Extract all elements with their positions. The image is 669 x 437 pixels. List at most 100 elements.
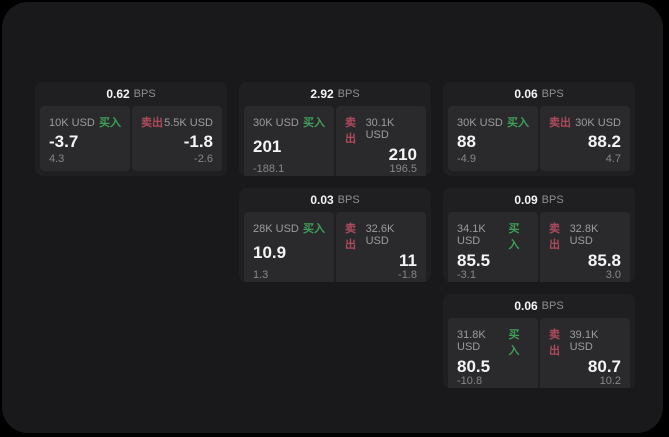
bps-header: 0.06 BPS bbox=[443, 294, 635, 318]
sell-amount: 32.8K USD bbox=[569, 223, 599, 247]
sell-price: 11 bbox=[399, 251, 417, 270]
bps-value: 0.62 bbox=[106, 87, 130, 101]
sell-label: 卖出 bbox=[345, 117, 356, 145]
bps-header: 0.03 BPS bbox=[239, 188, 431, 212]
sell-top-row: 卖出 30.1K USD bbox=[345, 114, 417, 146]
sell-label: 卖出 bbox=[141, 117, 163, 129]
sell-top-row: 卖出 30K USD bbox=[549, 114, 621, 130]
sell-price: 85.8 bbox=[587, 251, 621, 270]
sell-panel[interactable]: 卖出 32.8K USD 85.8 3.0 bbox=[540, 212, 630, 282]
buy-top-row: 31.8K USD 买入 bbox=[457, 326, 529, 358]
sell-price: 80.7 bbox=[587, 357, 621, 376]
buy-top-row: 34.1K USD 买入 bbox=[457, 220, 529, 252]
card-body: 31.8K USD 买入 80.5 -10.8 卖出 39.1K USD 80.… bbox=[443, 318, 635, 388]
buy-top-row: 30K USD 买入 bbox=[253, 114, 325, 130]
bps-header: 2.92 BPS bbox=[239, 82, 431, 106]
bps-header: 0.06 BPS bbox=[443, 82, 635, 106]
sell-delta: 10.2 bbox=[599, 375, 621, 387]
buy-top-row: 30K USD 买入 bbox=[457, 114, 529, 130]
sell-top-row: 卖出 5.5K USD bbox=[141, 114, 213, 130]
buy-amount: 31.8K USD bbox=[457, 329, 486, 353]
buy-amount: 34.1K USD bbox=[457, 223, 486, 247]
sell-delta: 3.0 bbox=[605, 269, 621, 281]
sell-label: 卖出 bbox=[345, 223, 356, 251]
sell-top-row: 卖出 32.6K USD bbox=[345, 220, 417, 252]
quote-cards-grid: 0.62 BPS 10K USD 买入 -3.7 4.3 卖出 5.5K USD bbox=[35, 82, 635, 388]
sell-label: 卖出 bbox=[549, 329, 560, 357]
buy-label: 买入 bbox=[508, 223, 520, 251]
bps-unit-label: BPS bbox=[541, 300, 564, 312]
buy-panel[interactable]: 10K USD 买入 -3.7 4.3 bbox=[40, 106, 130, 171]
bps-unit-label: BPS bbox=[541, 194, 564, 206]
bps-value: 0.06 bbox=[514, 87, 538, 101]
buy-price: 10.9 bbox=[253, 243, 287, 262]
buy-amount: 28K USD bbox=[253, 223, 299, 235]
bps-unit-label: BPS bbox=[133, 88, 156, 100]
sell-panel[interactable]: 卖出 30K USD 88.2 4.7 bbox=[540, 106, 630, 171]
buy-delta: 1.3 bbox=[253, 269, 269, 281]
buy-panel[interactable]: 30K USD 买入 88 -4.9 bbox=[448, 106, 538, 171]
bps-value: 2.92 bbox=[310, 87, 334, 101]
sell-amount: 32.6K USD bbox=[365, 223, 395, 247]
sell-label: 卖出 bbox=[549, 223, 560, 251]
quote-card: 0.06 BPS 31.8K USD 买入 80.5 -10.8 卖出 39.1… bbox=[443, 294, 635, 388]
buy-price: 88 bbox=[457, 132, 476, 151]
bps-unit-label: BPS bbox=[337, 88, 360, 100]
buy-delta: -3.1 bbox=[457, 269, 476, 281]
quote-card: 0.09 BPS 34.1K USD 买入 85.5 -3.1 卖出 32.8K… bbox=[443, 188, 635, 282]
buy-panel[interactable]: 30K USD 买入 201 -188.1 bbox=[244, 106, 334, 176]
card-body: 30K USD 买入 201 -188.1 卖出 30.1K USD 210 1… bbox=[239, 106, 431, 176]
buy-panel[interactable]: 31.8K USD 买入 80.5 -10.8 bbox=[448, 318, 538, 388]
buy-label: 买入 bbox=[508, 329, 520, 357]
sell-price: -1.8 bbox=[183, 132, 213, 151]
bps-header: 0.62 BPS bbox=[35, 82, 227, 106]
sell-amount: 5.5K USD bbox=[164, 117, 213, 129]
sell-delta: 196.5 bbox=[389, 163, 417, 175]
sell-panel[interactable]: 卖出 32.6K USD 11 -1.8 bbox=[336, 212, 426, 282]
sell-label: 卖出 bbox=[549, 117, 571, 129]
bps-value: 0.06 bbox=[514, 299, 538, 313]
buy-label: 买入 bbox=[507, 117, 529, 129]
bps-value: 0.09 bbox=[514, 193, 538, 207]
bps-unit-label: BPS bbox=[337, 194, 360, 206]
buy-label: 买入 bbox=[303, 117, 325, 129]
bps-unit-label: BPS bbox=[541, 88, 564, 100]
bps-header: 0.09 BPS bbox=[443, 188, 635, 212]
sell-delta: -1.8 bbox=[398, 269, 417, 281]
buy-delta: -10.8 bbox=[457, 375, 483, 387]
quote-card: 0.62 BPS 10K USD 买入 -3.7 4.3 卖出 5.5K USD bbox=[35, 82, 227, 176]
buy-price: -3.7 bbox=[49, 132, 79, 151]
sell-amount: 30K USD bbox=[575, 117, 621, 129]
buy-panel[interactable]: 34.1K USD 买入 85.5 -3.1 bbox=[448, 212, 538, 282]
app-panel: 0.62 BPS 10K USD 买入 -3.7 4.3 卖出 5.5K USD bbox=[2, 2, 663, 433]
sell-panel[interactable]: 卖出 39.1K USD 80.7 10.2 bbox=[540, 318, 630, 388]
sell-top-row: 卖出 39.1K USD bbox=[549, 326, 621, 358]
buy-panel[interactable]: 28K USD 买入 10.9 1.3 bbox=[244, 212, 334, 282]
buy-amount: 10K USD bbox=[49, 117, 95, 129]
buy-price: 201 bbox=[253, 137, 282, 156]
sell-price: 210 bbox=[388, 145, 417, 164]
sell-delta: 4.7 bbox=[605, 153, 621, 165]
sell-panel[interactable]: 卖出 5.5K USD -1.8 -2.6 bbox=[132, 106, 222, 171]
buy-price: 80.5 bbox=[457, 357, 491, 376]
buy-amount: 30K USD bbox=[457, 117, 503, 129]
quote-card: 0.03 BPS 28K USD 买入 10.9 1.3 卖出 32.6K US… bbox=[239, 188, 431, 282]
bps-value: 0.03 bbox=[310, 193, 334, 207]
sell-price: 88.2 bbox=[587, 132, 621, 151]
buy-label: 买入 bbox=[99, 117, 121, 129]
buy-top-row: 28K USD 买入 bbox=[253, 220, 325, 236]
buy-delta: 4.3 bbox=[49, 153, 65, 165]
sell-delta: -2.6 bbox=[194, 153, 213, 165]
buy-delta: -188.1 bbox=[253, 163, 285, 175]
sell-panel[interactable]: 卖出 30.1K USD 210 196.5 bbox=[336, 106, 426, 176]
quote-card: 2.92 BPS 30K USD 买入 201 -188.1 卖出 30.1K … bbox=[239, 82, 431, 176]
buy-amount: 30K USD bbox=[253, 117, 299, 129]
buy-delta: -4.9 bbox=[457, 153, 476, 165]
buy-label: 买入 bbox=[303, 223, 325, 235]
card-body: 10K USD 买入 -3.7 4.3 卖出 5.5K USD -1.8 -2.… bbox=[35, 106, 227, 176]
quote-card: 0.06 BPS 30K USD 买入 88 -4.9 卖出 30K USD bbox=[443, 82, 635, 176]
card-body: 34.1K USD 买入 85.5 -3.1 卖出 32.8K USD 85.8… bbox=[443, 212, 635, 282]
buy-price: 85.5 bbox=[457, 251, 491, 270]
buy-top-row: 10K USD 买入 bbox=[49, 114, 121, 130]
card-body: 28K USD 买入 10.9 1.3 卖出 32.6K USD 11 -1.8 bbox=[239, 212, 431, 282]
